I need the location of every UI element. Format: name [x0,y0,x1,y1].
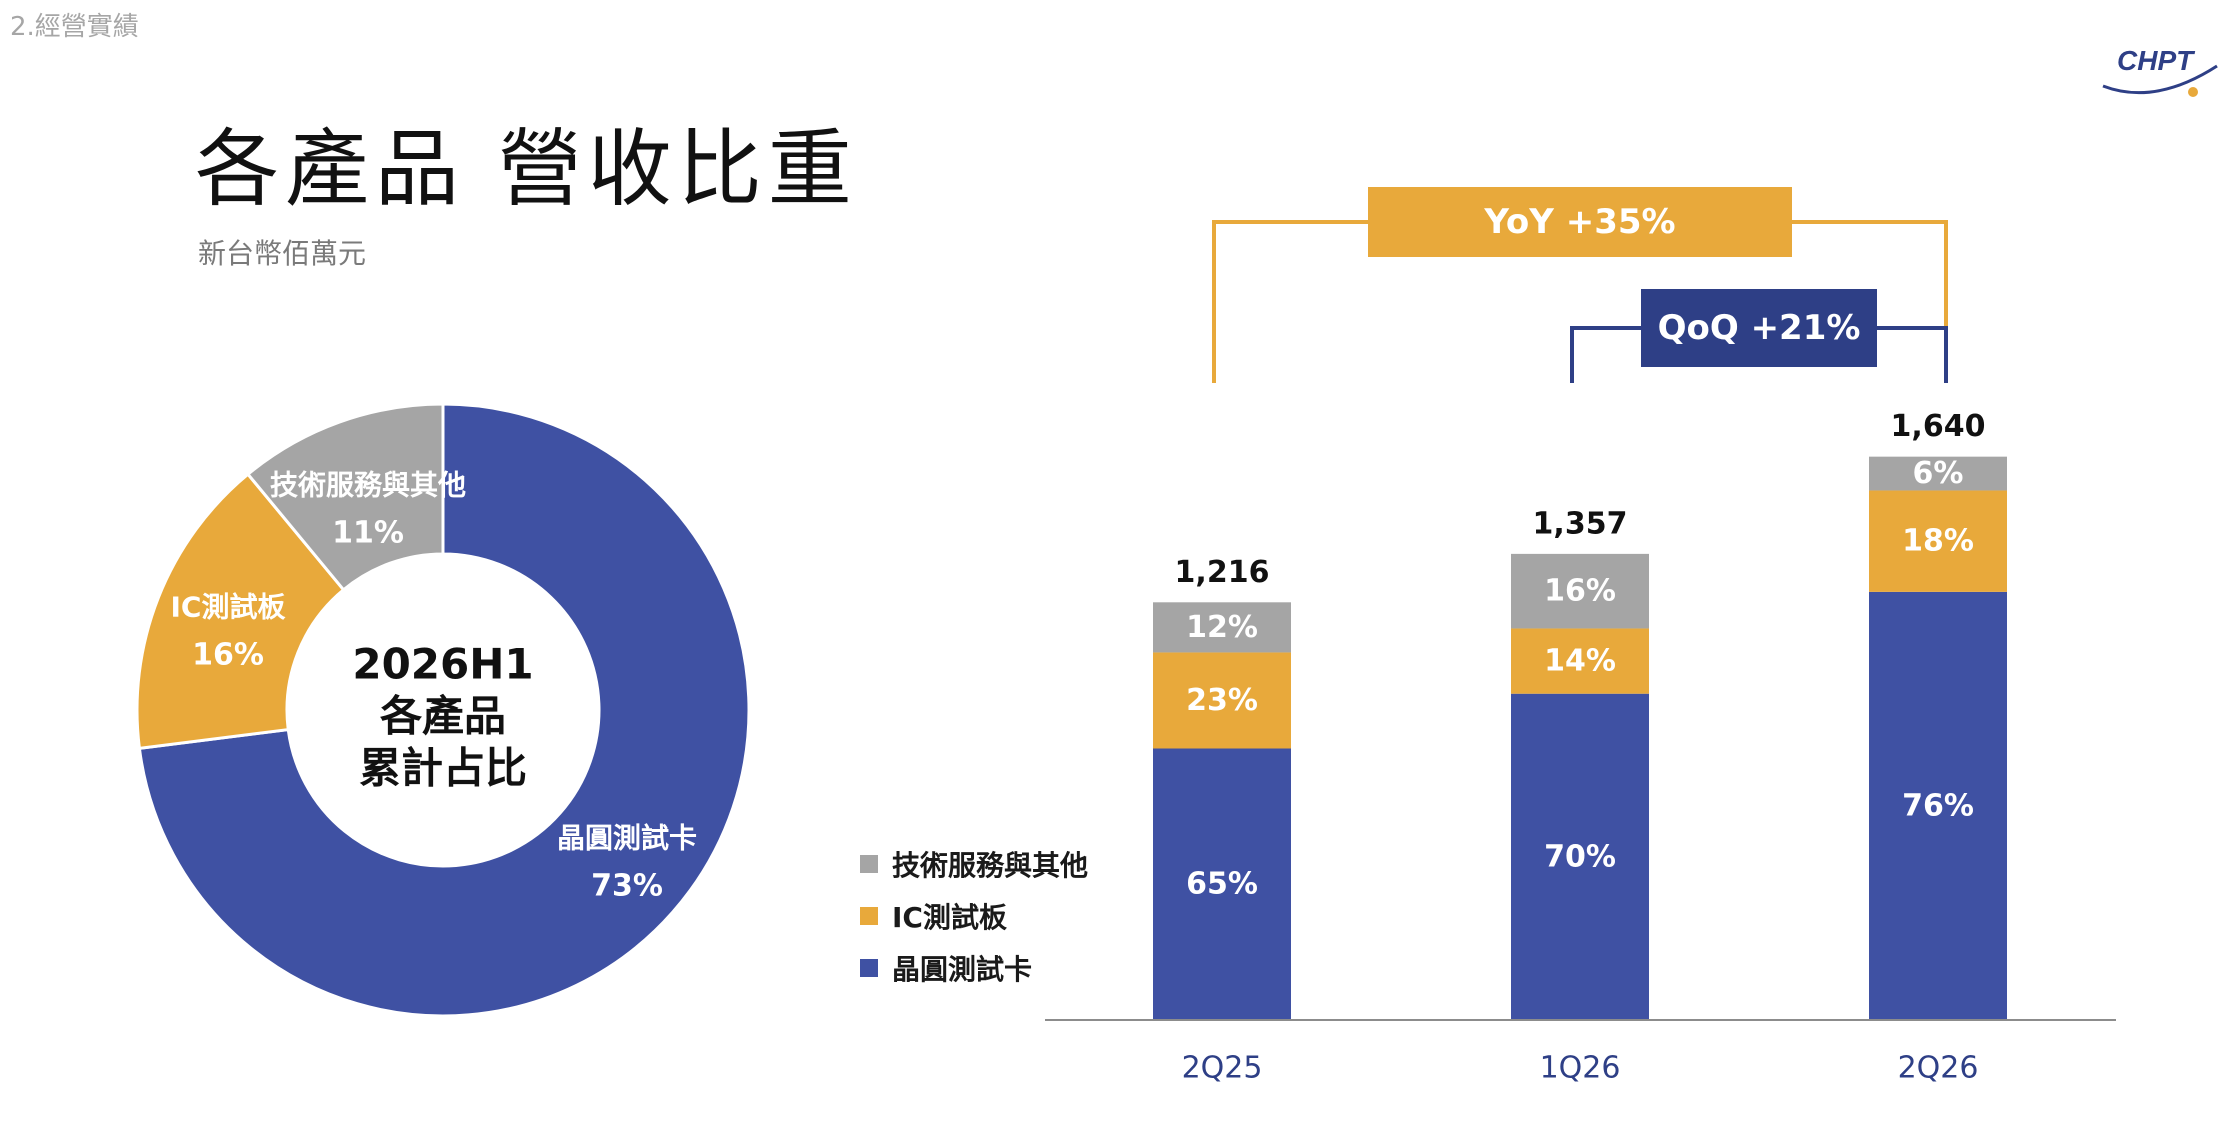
legend-swatch-0 [860,855,878,873]
bar-total-2Q25: 1,216 [1175,555,1270,590]
bar-2Q26-seg-2 [1869,456,2007,491]
bar-2Q26-seg-1 [1869,490,2007,592]
qoq-label: QoQ +21% [1658,308,1861,348]
bar-2Q25-seg-0 [1153,748,1291,1020]
bar-total-2Q26: 1,640 [1891,409,1986,444]
donut-center-label-0: 2026H1 [352,640,533,689]
section-label: 2.經營實績 [10,12,139,42]
bar-1Q26-seg-1 [1511,628,1649,694]
bar-label-2Q26-seg-1: 18% [1902,524,1974,559]
yoy-box [1368,187,1792,257]
legend-label-2: 晶圓測試卡 [892,953,1033,986]
bar-label-2Q26-seg-0: 76% [1902,788,1974,823]
bar-label-1Q26-seg-1: 14% [1544,644,1616,679]
company-logo: CHPT [2102,45,2218,97]
legend-item-1: IC測試板 [860,890,1088,942]
page-title: 各產品 營收比重 [195,120,858,218]
unit-label: 新台幣佰萬元 [198,237,367,270]
bar-label-2Q26-seg-2: 6% [1913,456,1964,491]
bar-2Q26-seg-0 [1869,591,2007,1020]
bar-1Q26-seg-0 [1511,693,1649,1020]
qoq-box [1641,289,1877,367]
bar-1Q26-seg-2 [1511,553,1649,629]
donut-slice-name-0: 晶圓測試卡 [557,822,697,855]
legend-item-2: 晶圓測試卡 [860,942,1088,994]
donut-slice-2 [245,402,445,592]
bar-total-1Q26: 1,357 [1533,506,1628,541]
donut-slice-label-2: 11% [332,516,404,551]
donut-slice-name-1: IC測試板 [171,591,286,624]
bar-label-2Q25-seg-2: 12% [1186,610,1258,645]
x-tick-1Q26: 1Q26 [1540,1051,1621,1086]
donut-center-label-2: 累計占比 [359,744,527,793]
x-tick-2Q26: 2Q26 [1898,1051,1979,1086]
donut-slice-label-1: 16% [192,638,264,673]
bar-label-1Q26-seg-0: 70% [1544,839,1616,874]
x-tick-2Q25: 2Q25 [1182,1051,1263,1086]
bar-label-2Q25-seg-0: 65% [1186,867,1258,902]
donut-slice-1 [135,472,346,751]
donut-center-label-1: 各產品 [380,692,506,741]
legend-swatch-2 [860,959,878,977]
bar-label-1Q26-seg-2: 16% [1544,574,1616,609]
legend-swatch-1 [860,907,878,925]
legend-item-0: 技術服務與其他 [860,838,1088,890]
bar-2Q25-seg-1 [1153,652,1291,749]
svg-text:CHPT: CHPT [2117,45,2196,76]
donut-slice-0 [137,402,751,1018]
bar-2Q25-seg-2 [1153,602,1291,653]
donut-slice-label-0: 73% [591,869,663,904]
bar-label-2Q25-seg-1: 23% [1186,683,1258,718]
yoy-label: YoY +35% [1483,202,1675,242]
bar-chart-legend: 技術服務與其他 IC測試板晶圓測試卡 [860,838,1088,994]
legend-label-1: IC測試板 [892,901,1007,934]
legend-label-0: 技術服務與其他 [892,849,1089,882]
donut-slice-name-2: 技術服務與其他 [270,469,466,502]
